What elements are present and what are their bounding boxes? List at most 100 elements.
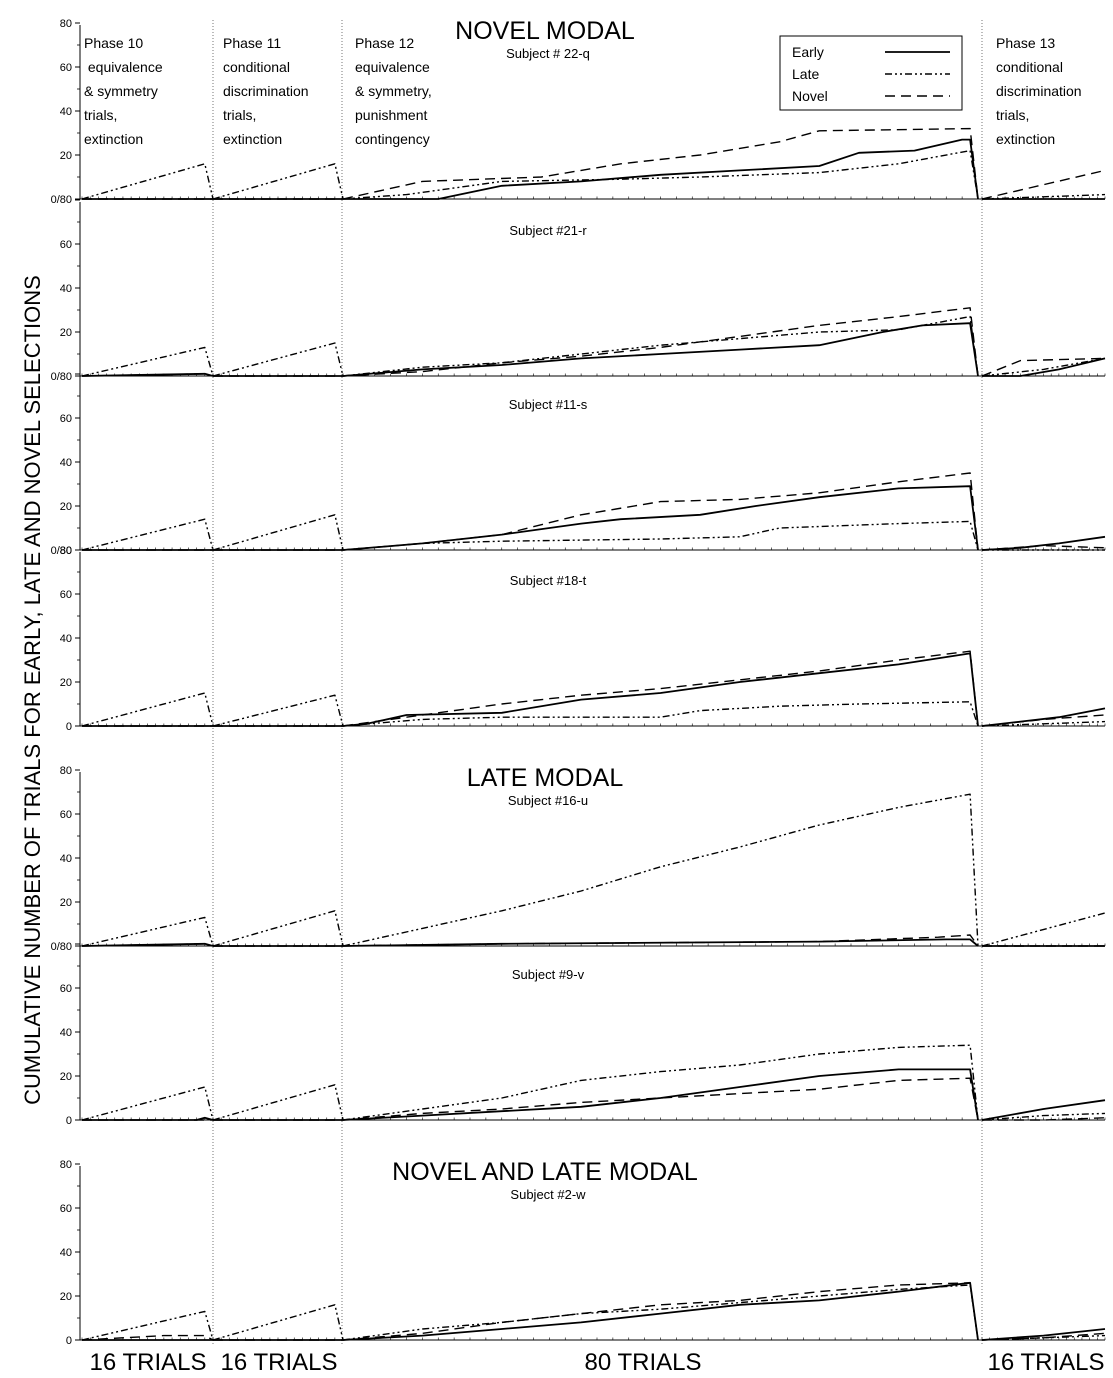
- panel-3: 0/80 20 40 60 Subject #11-s: [51, 373, 1106, 557]
- phase-label-line: conditional: [996, 59, 1063, 75]
- y-tick-label: 40: [60, 633, 72, 645]
- y-tick-label: 40: [60, 457, 72, 469]
- panel-4: 0 20 40 60 80 Subject #18-t: [60, 545, 1106, 733]
- series-late-line: [981, 193, 1106, 200]
- phase-label-line: & symmetry,: [355, 83, 432, 99]
- phase-label-line: Phase 11: [223, 35, 281, 51]
- y-tick-label: 0/80: [51, 545, 72, 557]
- series-late-line: [342, 1044, 979, 1121]
- series-novel-line: [982, 1117, 1106, 1121]
- series-late-line: [212, 694, 344, 727]
- series-late-line: [81, 346, 214, 377]
- trials-label-2: 16 TRIALS: [221, 1349, 338, 1376]
- y-axis-title: CUMULATIVE NUMBER OF TRIALS FOR EARLY, L…: [20, 275, 45, 1105]
- series-late-line: [81, 1310, 214, 1341]
- y-tick-label: 0: [66, 721, 72, 733]
- series-novel-line: [81, 1334, 214, 1341]
- series-late-line: [81, 692, 214, 727]
- series-novel-line: [981, 169, 1106, 200]
- phase-label-line: contingency: [355, 131, 430, 147]
- subject-label: Subject #11-s: [509, 397, 588, 412]
- y-tick-label: 20: [60, 1071, 72, 1083]
- group-title: LATE MODAL: [467, 764, 624, 792]
- subject-label: Subject #21-r: [509, 223, 587, 238]
- series-early-line: [342, 322, 979, 377]
- series-early-line: [342, 652, 979, 727]
- series-early-line: [982, 357, 1106, 377]
- phase-label-1: Phase 10 equivalence & symmetry trials, ext…: [84, 35, 163, 147]
- y-tick-label: 0: [66, 1115, 72, 1127]
- y-tick-label: 40: [60, 853, 72, 865]
- phase-label-line: equivalence: [355, 59, 430, 75]
- series-late-line: [342, 149, 979, 200]
- y-tick-label: 80: [60, 765, 72, 777]
- subject-label: Subject #2-w: [510, 1187, 586, 1202]
- phase-label-line: trials,: [223, 107, 256, 123]
- series-late-line: [212, 1084, 344, 1121]
- series-early-line: [981, 1099, 1106, 1121]
- series-early-line: [342, 485, 979, 551]
- trials-label-1: 16 TRIALS: [90, 1349, 207, 1376]
- legend-label: Novel: [792, 88, 828, 104]
- series-novel-line: [81, 373, 214, 377]
- series-late-line: [342, 315, 979, 377]
- y-tick-label: 20: [60, 677, 72, 689]
- series-late-line: [981, 1112, 1106, 1121]
- y-tick-label: 60: [60, 983, 72, 995]
- y-tick-label: 60: [60, 413, 72, 425]
- y-tick-label: 40: [60, 283, 72, 295]
- y-tick-label: 60: [60, 809, 72, 821]
- y-tick-label: 60: [60, 239, 72, 251]
- phase-label-2: Phase 11 conditional discrimination trials,…: [223, 35, 309, 147]
- phase-label-line: Phase 12: [355, 35, 414, 51]
- legend-label: Late: [792, 66, 819, 82]
- subject-label: Subject #9-v: [512, 967, 585, 982]
- series-novel-line: [342, 472, 979, 551]
- phase-label-line: extinction: [223, 131, 282, 147]
- phase-label-line: trials,: [84, 107, 117, 123]
- y-tick-label: 80: [60, 545, 72, 557]
- subject-label: Subject #18-t: [510, 573, 587, 588]
- y-tick-label: 40: [60, 106, 72, 118]
- y-tick-label: 60: [60, 589, 72, 601]
- series-late-line: [981, 357, 1106, 377]
- series-late-line: [81, 1086, 214, 1121]
- phase-label-line: discrimination: [223, 83, 309, 99]
- panel-2: 0/80 20 40 60 Subject #21-r: [51, 199, 1106, 383]
- y-tick-label: 20: [60, 150, 72, 162]
- series-late-line: [212, 1304, 344, 1341]
- series-late-line: [81, 518, 214, 551]
- legend-box: [779, 35, 963, 111]
- series-late-line: [981, 720, 1106, 727]
- y-tick-label: 20: [60, 501, 72, 513]
- phase-label-line: & symmetry: [84, 83, 158, 99]
- series-novel-line: [981, 544, 1106, 551]
- phase-label-line: extinction: [996, 131, 1055, 147]
- series-early-line: [342, 1068, 979, 1121]
- y-tick-label: 20: [60, 1291, 72, 1303]
- y-axis-title-group: CUMULATIVE NUMBER OF TRIALS FOR EARLY, L…: [20, 275, 45, 1105]
- phase-label-line: equivalence: [84, 59, 163, 75]
- trials-label-4: 16 TRIALS: [988, 1349, 1105, 1376]
- y-tick-label: 80: [60, 18, 72, 30]
- panel-6: 0 20 40 60 Subject #9-v: [60, 943, 1106, 1127]
- y-tick-label: 80: [60, 1159, 72, 1171]
- y-tick-label: 60: [60, 62, 72, 74]
- series-novel-line: [342, 307, 979, 377]
- phase-label-line: Phase 13: [996, 35, 1055, 51]
- series-novel-line: [981, 1332, 1106, 1341]
- phase-label-line: punishment: [355, 107, 427, 123]
- series-early-line: [342, 1281, 979, 1341]
- series-late-line: [212, 514, 344, 551]
- series-novel-line: [342, 1077, 979, 1121]
- y-tick-label: 0: [66, 1335, 72, 1347]
- group-title: NOVEL MODAL: [455, 17, 635, 45]
- phase-label-line: trials,: [996, 107, 1029, 123]
- legend-label: Early: [792, 44, 824, 60]
- series-late-line: [981, 912, 1106, 947]
- y-tick-label: 0/80: [51, 941, 72, 953]
- series-late-line: [81, 163, 214, 200]
